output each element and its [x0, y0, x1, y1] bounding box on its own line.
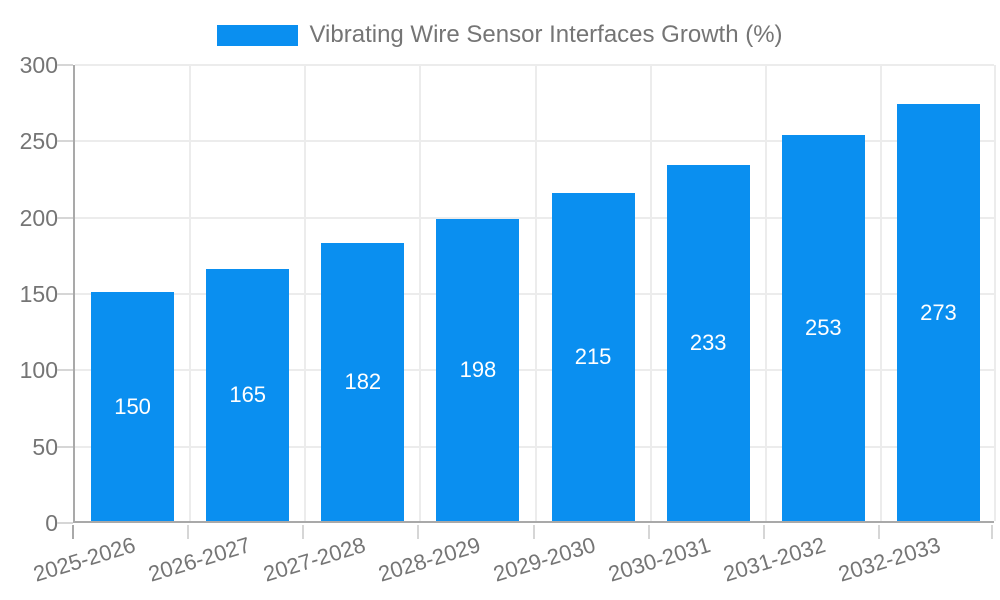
x-tick-mark: [532, 525, 535, 539]
bar-2026-2027[interactable]: 165: [206, 269, 290, 521]
v-gridline-4: [534, 65, 537, 521]
bar-value-label: 233: [689, 330, 727, 356]
bar-2025-2026[interactable]: 150: [91, 292, 175, 521]
plot-area: 150 165 182 198 215 233 253 273: [73, 64, 996, 523]
y-tick-mark: [57, 64, 73, 66]
y-tick-label-150: 150: [19, 281, 58, 307]
y-tick-mark: [57, 293, 73, 295]
legend-label: Vibrating Wire Sensor Interfaces Growth …: [309, 21, 783, 48]
x-tick-mark: [187, 525, 190, 539]
v-gridline-8: [994, 65, 996, 521]
legend-swatch-icon: [217, 24, 299, 46]
chart-legend: Vibrating Wire Sensor Interfaces Growth …: [0, 21, 1000, 49]
x-tick-mark: [302, 525, 305, 539]
v-gridline-6: [764, 65, 767, 521]
bar-2031-2032[interactable]: 253: [781, 134, 865, 521]
bar-2029-2030[interactable]: 215: [551, 192, 635, 521]
bar-2027-2028[interactable]: 182: [321, 243, 405, 521]
x-tick-mark: [647, 525, 650, 539]
x-tick-mark: [762, 525, 765, 539]
bar-2030-2031[interactable]: 233: [666, 165, 750, 521]
v-gridline-3: [419, 65, 422, 521]
y-tick-mark: [57, 369, 73, 372]
bar-value-label: 215: [574, 343, 612, 369]
x-tick-mark: [877, 525, 880, 539]
y-tick-label-50: 50: [32, 433, 58, 460]
v-gridline-2: [304, 65, 307, 521]
x-tick-mark: [991, 525, 993, 539]
y-tick-mark: [57, 522, 73, 524]
y-tick-mark: [57, 140, 73, 143]
bar-value-label: 182: [344, 369, 382, 395]
y-tick-label-0: 0: [45, 510, 58, 536]
bar-value-label: 253: [804, 314, 842, 340]
v-gridline-5: [649, 65, 652, 521]
y-tick-label-200: 200: [19, 204, 58, 231]
legend-item[interactable]: Vibrating Wire Sensor Interfaces Growth …: [217, 21, 783, 49]
y-tick-mark: [57, 445, 73, 448]
bar-2032-2033[interactable]: 273: [896, 104, 980, 521]
bar-value-label: 150: [114, 393, 151, 419]
v-gridline-7: [879, 65, 882, 521]
y-tick-mark: [57, 216, 73, 219]
bar-value-label: 198: [459, 356, 497, 382]
y-tick-label-100: 100: [19, 357, 58, 384]
bar-value-label: 165: [229, 382, 267, 408]
v-gridline-1: [189, 65, 192, 521]
bar-value-label: 273: [920, 299, 957, 325]
y-tick-label-300: 300: [19, 52, 58, 78]
x-tick-mark: [417, 525, 420, 539]
bar-2028-2029[interactable]: 198: [436, 218, 520, 521]
x-tick-mark: [72, 525, 74, 539]
y-tick-label-250: 250: [19, 128, 58, 155]
